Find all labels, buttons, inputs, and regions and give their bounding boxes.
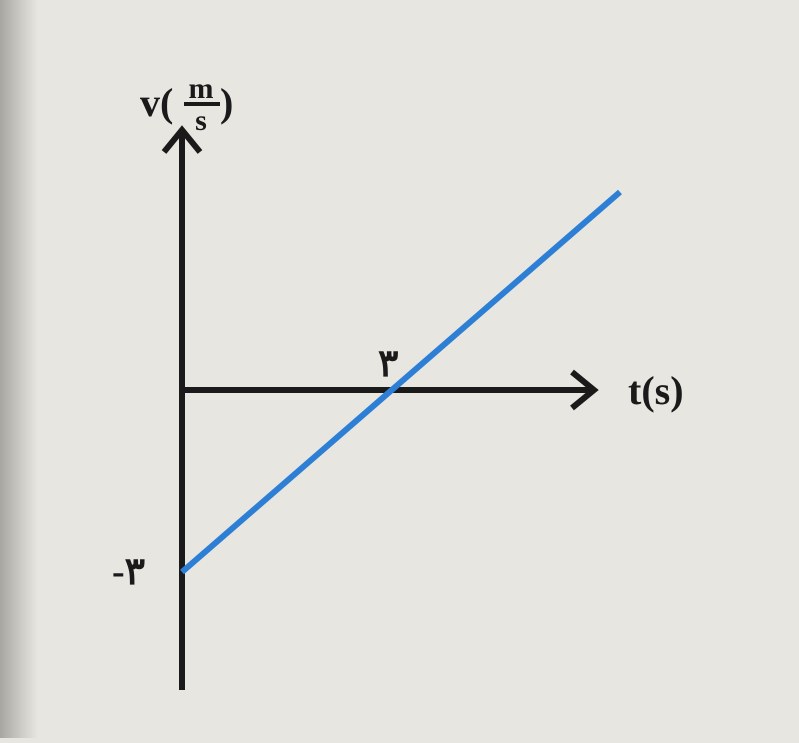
velocity-line: [182, 192, 620, 572]
x-tick-label: ٣: [378, 343, 398, 385]
x-axis-label: t(s): [628, 368, 684, 413]
y-label-denominator: s: [195, 104, 207, 137]
y-axis-label: v( m s ): [140, 72, 233, 137]
y-label-prefix: v(: [140, 80, 173, 125]
chart-svg: t(s) v( m s ) ٣ -٣: [0, 0, 799, 738]
y-label-numerator: m: [189, 72, 214, 105]
y-label-suffix: ): [220, 80, 233, 125]
velocity-time-chart: t(s) v( m s ) ٣ -٣: [0, 0, 799, 738]
y-intercept-label: -٣: [112, 551, 145, 593]
